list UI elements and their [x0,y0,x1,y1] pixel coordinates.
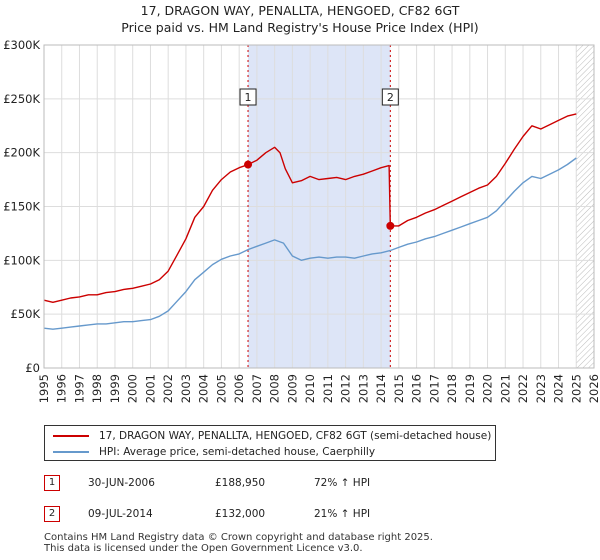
x-tick-label: 2011 [321,374,335,403]
x-tick-label: 1995 [37,374,51,403]
x-tick-label: 2000 [126,374,140,403]
x-tick-label: 1997 [72,374,86,403]
x-tick-label: 2019 [463,374,477,403]
legend-label-hpi: HPI: Average price, semi-detached house,… [99,446,376,458]
transaction-row: 2 09-JUL-2014 £132,000 21% ↑ HPI [0,506,600,526]
legend-label-property: 17, DRAGON WAY, PENALLTA, HENGOED, CF82 … [99,430,492,442]
legend: 17, DRAGON WAY, PENALLTA, HENGOED, CF82 … [44,425,496,461]
y-tick-label: £50K [11,307,41,321]
transaction-point [386,221,395,230]
transaction-row: 1 30-JUN-2006 £188,950 72% ↑ HPI [0,475,600,495]
x-tick-label: 2003 [179,374,193,403]
annotation-box [239,88,257,106]
hpi-series-line [43,157,577,330]
y-tick-label: £300K [3,38,40,52]
transaction-hpi-change: 21% ↑ HPI [314,508,371,520]
x-tick-label: 2005 [214,374,228,403]
footer: Contains HM Land Registry data © Crown c… [44,532,433,554]
transaction-badge: 1 [44,475,60,491]
plot-frame [43,44,595,369]
transaction-date: 30-JUN-2006 [88,477,155,489]
y-tick-label: £150K [3,200,40,214]
transaction-price: £188,950 [215,477,266,489]
x-tick-label: 2016 [410,374,424,403]
x-tick-label: 2009 [285,374,299,403]
transaction-badge: 2 [44,506,60,522]
transaction-hpi-change: 72% ↑ HPI [314,477,371,489]
x-tick-label: 2010 [303,374,317,403]
transaction-date: 09-JUL-2014 [88,508,153,520]
x-tick-label: 2008 [268,374,282,403]
x-tick-label: 2023 [534,374,548,403]
annotation-box [381,88,399,106]
legend-swatch-property [53,435,89,437]
x-tick-label: 2021 [498,374,512,403]
footer-line-2: This data is licensed under the Open Gov… [44,543,363,554]
footer-line-1: Contains HM Land Registry data © Crown c… [44,532,433,543]
x-tick-label: 2015 [392,374,406,403]
x-tick-label: 1998 [90,374,104,403]
y-tick-label: £250K [3,92,40,106]
transaction-price: £132,000 [215,508,266,520]
x-tick-label: 2025 [569,374,583,403]
x-tick-label: 2012 [339,374,353,403]
x-tick-label: 2014 [374,374,388,403]
x-tick-label: 2004 [197,374,211,403]
property-series-line [43,113,577,303]
x-tick-label: 2006 [232,374,246,403]
x-tick-label: 1999 [108,374,122,403]
y-tick-label: £0 [25,361,40,375]
x-tick-label: 2001 [143,374,157,403]
x-tick-label: 2022 [516,374,530,403]
x-tick-label: 1996 [55,374,69,403]
x-tick-label: 2002 [161,374,175,403]
y-tick-label: £200K [3,146,40,160]
x-tick-label: 2018 [445,374,459,403]
x-tick-label: 2013 [356,374,370,403]
annotation-label: 2 [387,91,394,104]
transaction-point [244,160,253,169]
chart-title: 17, DRAGON WAY, PENALLTA, HENGOED, CF82 … [140,3,460,18]
annotation-label: 1 [245,91,252,104]
x-tick-label: 2024 [552,374,566,403]
chart-subtitle: Price paid vs. HM Land Registry's House … [121,20,479,35]
x-tick-label: 2017 [427,374,441,403]
x-tick-label: 2007 [250,374,264,403]
x-tick-label: 2020 [481,374,495,403]
x-tick-label: 2026 [587,374,600,403]
legend-swatch-hpi [53,451,89,453]
y-tick-label: £100K [3,253,40,267]
